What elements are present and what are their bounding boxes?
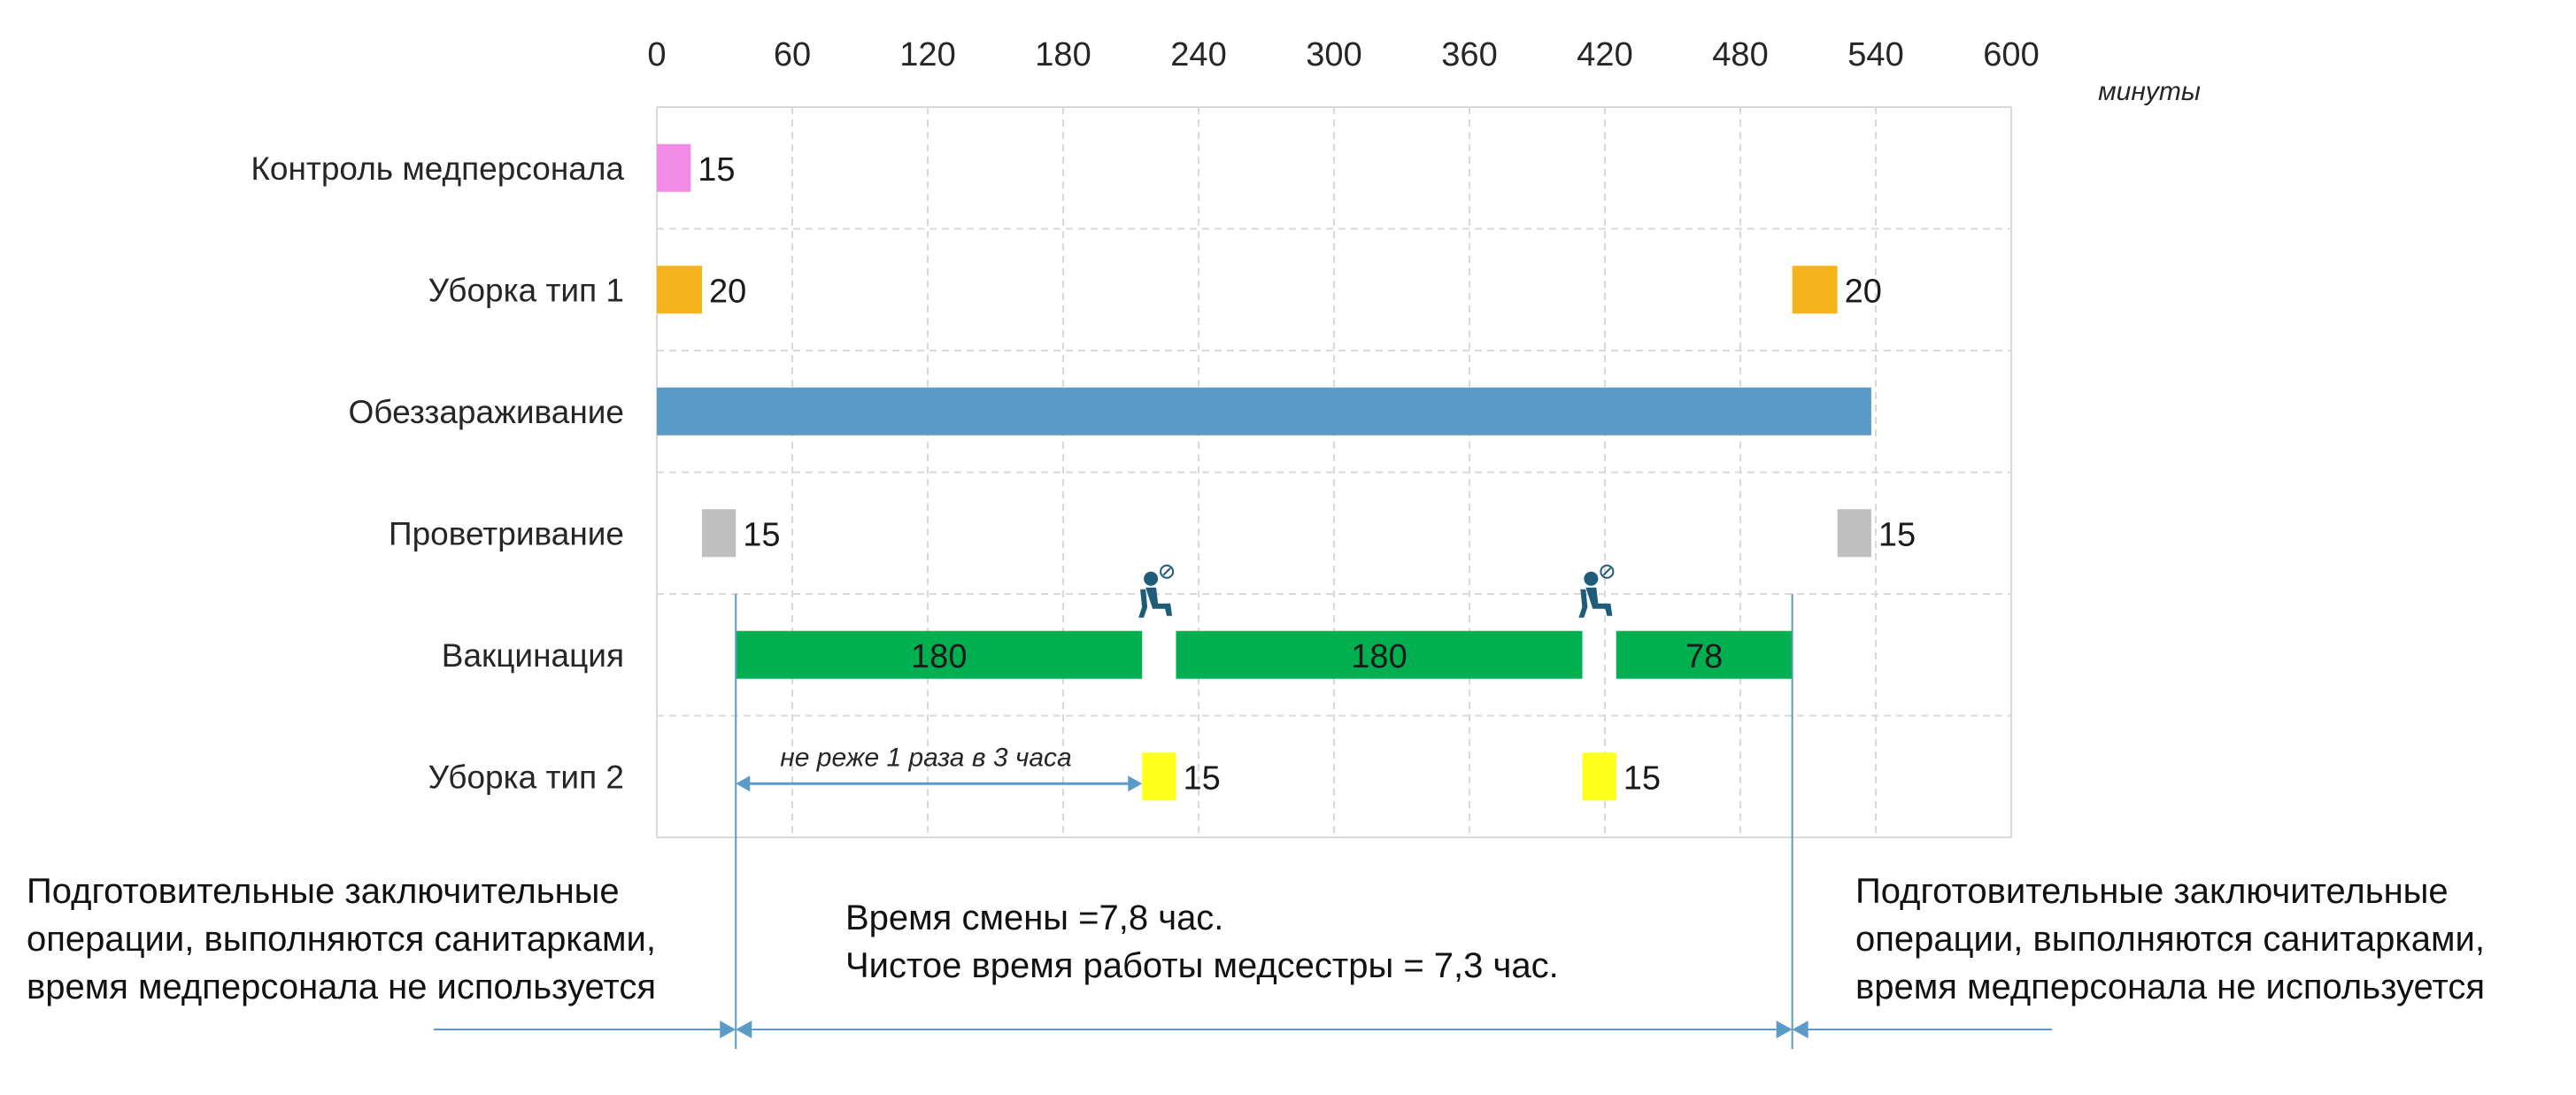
- bar-segment: [1616, 630, 1793, 679]
- bar-data-label: 15: [1623, 760, 1661, 797]
- x-tick-label: 240: [1170, 36, 1226, 73]
- bar-data-label: 20: [1845, 273, 1882, 310]
- span-arrow-head: [736, 1021, 752, 1038]
- bar-segment: [702, 509, 737, 558]
- bar-data-label: 15: [743, 516, 780, 553]
- bar-data-label: 15: [698, 151, 735, 189]
- span-arrow-head: [720, 1021, 737, 1038]
- icon-head: [1144, 571, 1159, 586]
- x-tick-label: 180: [1035, 36, 1091, 73]
- bar-segment: [1176, 630, 1583, 679]
- bar-segment: [1582, 752, 1616, 801]
- icon-chair: [1578, 589, 1588, 618]
- right-note-line: время медперсонала не используется: [1855, 968, 2485, 1006]
- category-label: Вакцинация: [442, 637, 624, 674]
- left-note-line: операции, выполняются санитарками,: [27, 920, 656, 959]
- right-note-line: операции, выполняются санитарками,: [1855, 920, 2485, 959]
- x-tick-label: 420: [1577, 36, 1632, 73]
- shift-span-arrows: [434, 594, 2052, 1049]
- right-note-line: Подготовительные заключительные: [1855, 872, 2449, 911]
- center-note: Время смены =7,8 час. Чистое время работ…: [845, 894, 1731, 990]
- x-axis-ticks: 0 60 120 180 240 300 360 420 480 540 600: [647, 36, 2039, 73]
- icons: [1138, 564, 1615, 618]
- bar-segment: [657, 266, 702, 314]
- bar-segment: [657, 143, 691, 192]
- bar-data-label: 20: [709, 273, 746, 310]
- icon-syringe-badge: [1160, 564, 1175, 579]
- right-note: Подготовительные заключительные операции…: [1855, 868, 2572, 1011]
- interval-annotation-text: не реже 1 раза в 3 часа: [780, 743, 1072, 772]
- left-note-line: Подготовительные заключительные: [27, 872, 620, 911]
- interval-annotation: не реже 1 раза в 3 часа: [736, 743, 1143, 792]
- span-arrow-head: [1776, 1021, 1793, 1038]
- vaccine-chair-icon: [1578, 564, 1615, 618]
- x-tick-label: 600: [1983, 36, 2039, 73]
- x-tick-label: 540: [1847, 36, 1903, 73]
- bars: 15 20 20 15 15 180 180 78 15 15: [657, 143, 1916, 801]
- icon-chair: [1138, 589, 1148, 618]
- icon-head: [1584, 571, 1599, 586]
- bar-data-label: 78: [1685, 638, 1723, 675]
- icon-syringe: [1162, 567, 1171, 576]
- span-arrow-head: [1792, 1021, 1809, 1038]
- x-tick-label: 60: [774, 36, 811, 73]
- interval-arrow-head-left: [736, 775, 751, 792]
- bar-segment: [1142, 752, 1176, 801]
- center-note-line: Время смены =7,8 час.: [845, 898, 1224, 937]
- x-tick-label: 300: [1306, 36, 1361, 73]
- bar-segment: [736, 630, 1143, 679]
- icon-syringe-badge: [1600, 564, 1615, 579]
- left-note-line: время медперсонала не используется: [27, 968, 656, 1006]
- x-tick-label: 120: [899, 36, 955, 73]
- bar-segment: [1837, 509, 1871, 558]
- left-note: Подготовительные заключительные операции…: [27, 868, 744, 1011]
- icon-body: [1585, 587, 1613, 616]
- x-tick-label: 480: [1712, 36, 1768, 73]
- x-tick-label: 360: [1441, 36, 1497, 73]
- bar-segment: [657, 387, 1871, 436]
- x-axis-unit-label: минуты: [2098, 77, 2201, 106]
- category-label: Проветривание: [389, 515, 624, 551]
- bar-data-label: 15: [1878, 516, 1916, 553]
- category-label: Уборка тип 2: [428, 759, 624, 795]
- bar-data-label: 180: [911, 638, 967, 675]
- center-note-line: Чистое время работы медсестры = 7,3 час.: [845, 946, 1559, 985]
- bar-data-label: 15: [1184, 760, 1221, 797]
- vaccine-chair-icon: [1138, 564, 1175, 618]
- category-label: Уборка тип 1: [428, 272, 624, 308]
- category-label: Контроль медперсонала: [251, 150, 624, 187]
- bar-data-label: 180: [1351, 638, 1407, 675]
- x-tick-label: 0: [647, 36, 666, 73]
- category-labels: Контроль медперсонала Уборка тип 1 Обеззар…: [251, 150, 624, 796]
- grid: [656, 106, 2012, 838]
- icon-syringe: [1602, 567, 1612, 576]
- bar-segment: [1792, 266, 1838, 314]
- category-label: Обеззараживание: [349, 394, 624, 430]
- interval-arrow-head-right: [1128, 775, 1143, 792]
- icon-body: [1145, 587, 1173, 616]
